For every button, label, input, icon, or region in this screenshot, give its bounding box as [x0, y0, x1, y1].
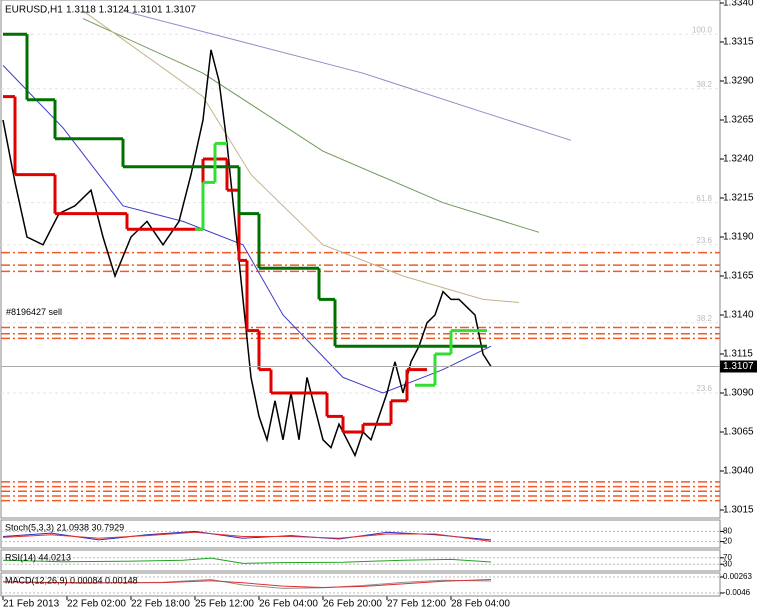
y-tick-label: 1.3315: [723, 37, 754, 48]
y-tick-label: 0.00263: [723, 572, 752, 581]
series-line: [2, 557, 492, 564]
y-tick-label: 1.3065: [723, 427, 754, 438]
series-line: [2, 65, 492, 394]
fib-label: 23.6: [696, 384, 712, 393]
chart-title: EURUSD,H1: [5, 5, 63, 16]
fib-label: 38.2: [696, 314, 712, 323]
x-tick-label: 26 Feb 04:00: [259, 599, 318, 610]
panel-frame: [0, 519, 721, 549]
annotation: #8196427 sell: [6, 307, 62, 317]
current-price-box: [720, 360, 757, 373]
y-tick-label: 20: [723, 537, 732, 546]
indicator-title: Stoch(5,3,3) 21.0938 30.7929: [5, 522, 124, 532]
y-tick-label: 1.3115: [723, 349, 753, 360]
y-tick-label: 1.3265: [723, 115, 754, 126]
fib-label: 61.8: [696, 194, 712, 203]
y-tick-label: 1.3140: [723, 310, 754, 321]
panel-frame: [0, 572, 721, 597]
x-tick-label: 27 Feb 12:00: [387, 599, 446, 610]
y-tick-label: 1.3090: [723, 388, 754, 399]
indicator-title: RSI(14) 44.0213: [5, 552, 71, 562]
panel-frame: [0, 549, 721, 572]
y-tick-label: 30: [723, 559, 732, 568]
fib-label: 23.6: [696, 236, 712, 245]
series-line: [82, 10, 520, 303]
current-price-label: 1.3107: [723, 361, 754, 372]
series-line: [2, 530, 492, 541]
y-tick-label: 70: [723, 553, 732, 562]
x-tick-label: 21 Feb 2013: [3, 599, 60, 610]
x-tick-label: 22 Feb 18:00: [131, 599, 190, 610]
x-tick-label: 22 Feb 02:00: [67, 599, 126, 610]
panel-frame: [0, 0, 721, 519]
y-tick-label: 1.3340: [723, 0, 754, 9]
y-tick-label: -0.0046: [723, 588, 751, 597]
y-tick-label: 1.3240: [723, 154, 754, 165]
indicator-title: MACD(12,26,9) 0.00084 0.00148: [5, 575, 138, 585]
series-line: [122, 10, 572, 141]
y-tick-label: 1.3015: [723, 505, 754, 516]
series-line: [2, 579, 492, 589]
x-tick-label: 28 Feb 04:00: [451, 599, 510, 610]
y-tick-label: 1.3215: [723, 193, 754, 204]
series-line: [2, 531, 492, 542]
x-tick-label: 26 Feb 20:00: [323, 599, 382, 610]
y-tick-label: 80: [723, 527, 732, 536]
x-tick-label: 25 Feb 12:00: [195, 599, 254, 610]
fib-label: 38.2: [696, 80, 712, 89]
chart-subtitle: 1.3118 1.3124 1.3101 1.3107: [66, 5, 196, 16]
y-tick-label: 1.3190: [723, 232, 754, 243]
y-tick-label: 1.3165: [723, 271, 754, 282]
y-tick-label: 1.3040: [723, 466, 754, 477]
fib-label: 100.0: [692, 25, 713, 34]
series-line: [82, 18, 540, 233]
y-tick-label: 1.3290: [723, 76, 754, 87]
